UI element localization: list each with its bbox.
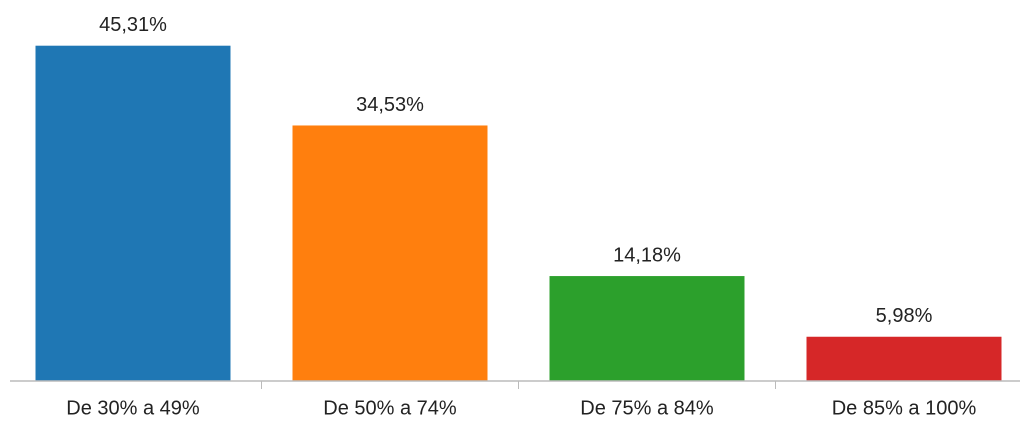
bar [806, 336, 1002, 381]
value-label: 34,53% [356, 94, 424, 116]
bar [549, 276, 745, 381]
x-tick-label: De 30% a 49% [66, 397, 200, 419]
value-label: 45,31% [99, 14, 167, 36]
x-tick-label: De 85% a 100% [832, 397, 977, 419]
bar [292, 125, 488, 381]
bar [35, 45, 231, 382]
value-label: 5,98% [876, 305, 933, 327]
x-tick-label: De 50% a 74% [323, 397, 457, 419]
x-tick-label: De 75% a 84% [580, 397, 714, 419]
value-label: 14,18% [613, 244, 681, 266]
